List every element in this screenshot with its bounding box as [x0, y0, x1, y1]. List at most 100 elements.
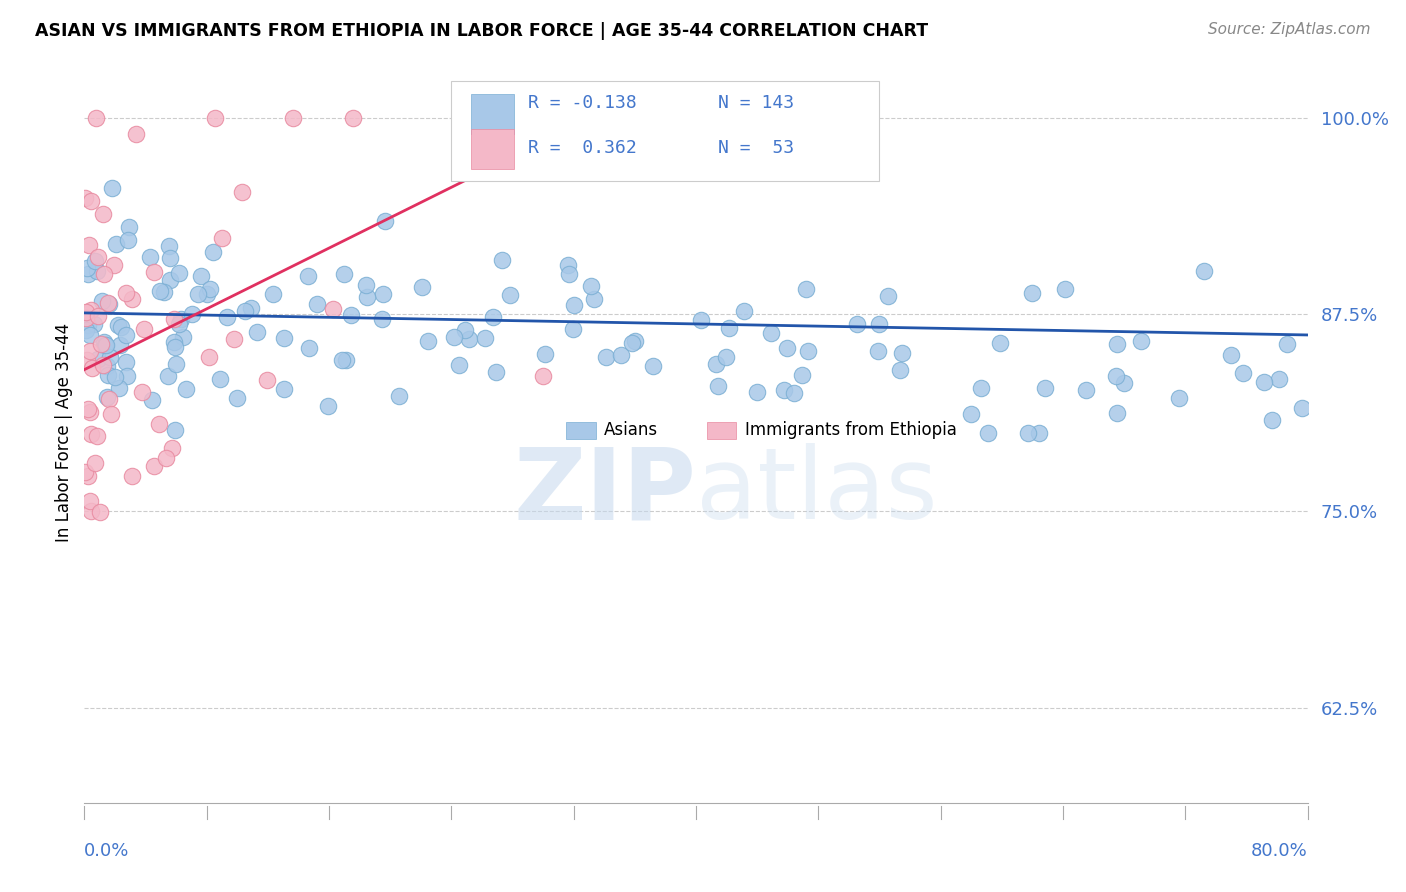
Point [281, 111, 304, 125]
Point [307, 297, 329, 311]
Point [502, 162, 524, 177]
Point [157, 239, 180, 253]
Point [148, 417, 170, 431]
Point [79, 494, 101, 508]
Point [797, 343, 820, 358]
Point [1268, 372, 1291, 386]
Point [1261, 413, 1284, 427]
Point [121, 293, 143, 307]
Point [87, 309, 110, 323]
Point [84, 456, 107, 470]
Point [531, 369, 554, 384]
Point [690, 313, 713, 327]
Point [172, 330, 194, 344]
Point [170, 312, 193, 326]
Text: Source: ZipAtlas.com: Source: ZipAtlas.com [1208, 22, 1371, 37]
Point [163, 311, 186, 326]
Point [499, 287, 522, 301]
Point [101, 180, 124, 194]
Point [115, 328, 138, 343]
Point [1105, 369, 1128, 384]
Y-axis label: In Labor Force | Age 35-44: In Labor Force | Age 35-44 [55, 323, 73, 542]
Point [298, 341, 321, 355]
Point [103, 258, 125, 272]
Point [84, 111, 107, 125]
Point [868, 344, 890, 359]
Point [273, 331, 295, 345]
Point [174, 382, 197, 396]
Point [125, 127, 148, 141]
Point [876, 289, 898, 303]
Point [889, 363, 911, 377]
Point [80, 503, 103, 517]
Point [153, 285, 176, 300]
Point [86, 429, 108, 443]
Point [96, 390, 118, 404]
Point [453, 323, 475, 337]
Point [97, 368, 120, 383]
Point [1168, 391, 1191, 405]
Point [165, 340, 187, 354]
Text: 0.0%: 0.0% [84, 842, 129, 860]
Point [75, 310, 97, 325]
Point [416, 334, 439, 348]
Point [1017, 425, 1039, 440]
Point [374, 213, 396, 227]
Point [643, 359, 665, 373]
Point [458, 332, 481, 346]
Point [211, 231, 233, 245]
Point [1232, 366, 1254, 380]
Point [75, 465, 97, 479]
Point [890, 345, 912, 359]
Point [960, 407, 983, 421]
Point [845, 317, 868, 331]
Point [142, 458, 165, 473]
Point [76, 260, 98, 275]
Point [187, 287, 209, 301]
Point [231, 185, 253, 199]
Point [87, 251, 110, 265]
Point [198, 282, 221, 296]
Point [115, 355, 138, 369]
Point [316, 399, 339, 413]
Point [76, 353, 98, 368]
Point [1021, 285, 1043, 300]
Point [704, 357, 727, 371]
Point [868, 317, 890, 331]
Point [745, 384, 768, 399]
Point [297, 269, 319, 284]
Text: R =  0.362: R = 0.362 [529, 138, 637, 157]
Point [717, 321, 740, 335]
Point [79, 328, 101, 343]
Point [1219, 348, 1241, 362]
Point [131, 384, 153, 399]
Point [262, 287, 284, 301]
Text: atlas: atlas [696, 443, 938, 541]
Point [579, 279, 602, 293]
Point [115, 368, 138, 383]
Point [195, 287, 218, 301]
Point [104, 370, 127, 384]
Point [1112, 376, 1135, 390]
Point [1291, 401, 1313, 416]
FancyBboxPatch shape [471, 129, 513, 169]
Point [1105, 337, 1128, 351]
Point [970, 381, 993, 395]
Point [163, 335, 186, 350]
Point [339, 309, 361, 323]
Point [98, 350, 121, 364]
Point [217, 310, 239, 325]
Point [273, 382, 295, 396]
Point [977, 425, 1000, 440]
Point [77, 402, 100, 417]
Point [77, 238, 100, 252]
Point [80, 194, 103, 208]
Point [792, 368, 814, 382]
Point [356, 290, 378, 304]
Point [1076, 383, 1098, 397]
Point [714, 350, 737, 364]
Point [1130, 334, 1153, 348]
Point [73, 191, 96, 205]
Point [204, 111, 226, 125]
Point [93, 335, 115, 350]
